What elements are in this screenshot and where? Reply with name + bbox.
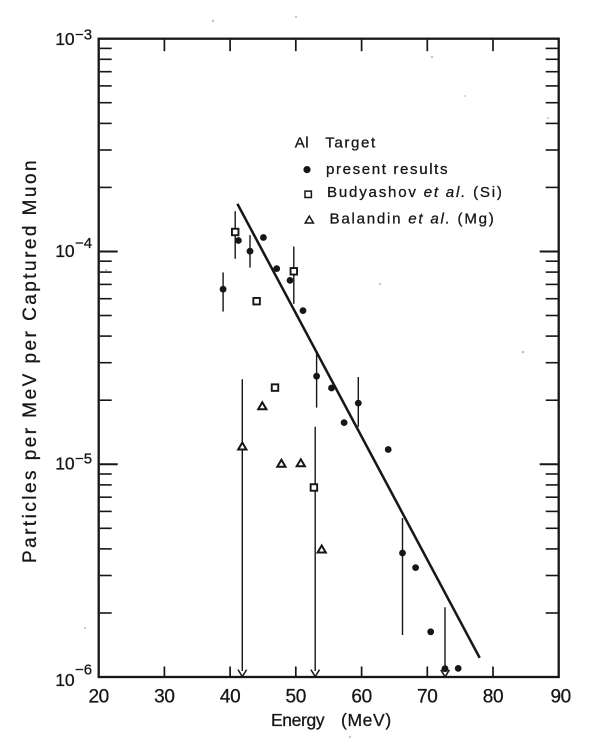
svg-text:Balandin et al. (Mg): Balandin et al. (Mg)	[330, 211, 496, 228]
svg-text:80: 80	[483, 687, 504, 708]
svg-text:70: 70	[417, 687, 438, 708]
svg-text:60: 60	[351, 687, 372, 708]
svg-text:30: 30	[154, 687, 175, 708]
svg-text:Budyashov et al. (Si): Budyashov et al. (Si)	[327, 184, 504, 201]
svg-text:10: 10	[55, 241, 75, 261]
svg-text:40: 40	[220, 687, 241, 708]
svg-text:Particles per MeV per Captured: Particles per MeV per Captured Muon	[20, 158, 41, 563]
svg-text:10: 10	[55, 670, 75, 690]
svg-text:Energy: Energy	[271, 710, 325, 730]
svg-text:−6: −6	[75, 661, 92, 678]
svg-text:−4: −4	[75, 235, 92, 252]
svg-text:present results: present results	[326, 161, 449, 178]
svg-text:90: 90	[550, 687, 571, 708]
svg-text:−5: −5	[75, 451, 92, 468]
svg-text:10: 10	[55, 29, 75, 49]
svg-text:50: 50	[286, 687, 307, 708]
svg-text:(MeV): (MeV)	[341, 710, 392, 730]
svg-text:Target: Target	[325, 135, 377, 152]
svg-text:−3: −3	[75, 27, 92, 44]
svg-text:20: 20	[88, 687, 109, 708]
svg-text:10: 10	[55, 454, 75, 474]
svg-text:Al: Al	[295, 135, 309, 152]
